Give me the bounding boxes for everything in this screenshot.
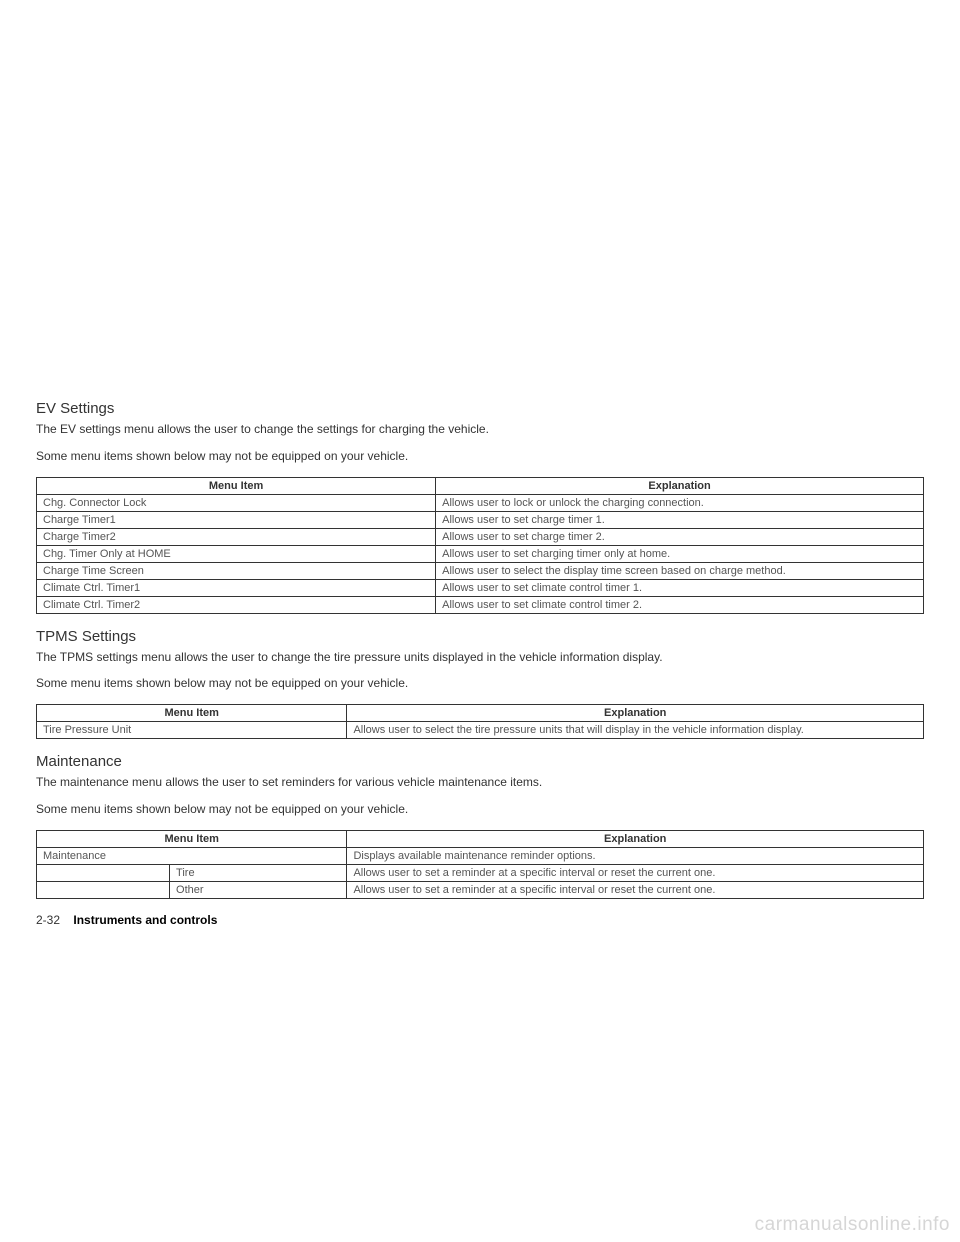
maintenance-section: Maintenance The maintenance menu allows …	[36, 753, 924, 899]
ev-cell-menu: Charge Timer1	[37, 511, 436, 528]
table-row: Maintenance Displays available maintenan…	[37, 847, 924, 864]
tpms-desc: The TPMS settings menu allows the user t…	[36, 649, 924, 666]
maint-cell-menu-b: Other	[170, 881, 347, 898]
ev-cell-exp: Allows user to select the display time s…	[436, 562, 924, 579]
footer-section-title: Instruments and controls	[73, 913, 217, 927]
tpms-heading: TPMS Settings	[36, 628, 924, 645]
page-content: EV Settings The EV settings menu allows …	[0, 0, 960, 927]
ev-table: Menu Item Explanation Chg. Connector Loc…	[36, 477, 924, 614]
ev-cell-exp: Allows user to set charge timer 2.	[436, 528, 924, 545]
ev-desc: The EV settings menu allows the user to …	[36, 421, 924, 438]
maint-cell-menu-a	[37, 864, 170, 881]
footer-page-number: 2-32	[36, 913, 60, 927]
ev-cell-menu: Climate Ctrl. Timer1	[37, 579, 436, 596]
maint-th-menu: Menu Item	[37, 830, 347, 847]
maint-cell-menu-a	[37, 881, 170, 898]
table-row: Chg. Connector LockAllows user to lock o…	[37, 494, 924, 511]
table-row: Charge Time ScreenAllows user to select …	[37, 562, 924, 579]
ev-cell-menu: Climate Ctrl. Timer2	[37, 596, 436, 613]
maintenance-note: Some menu items shown below may not be e…	[36, 801, 924, 818]
ev-note: Some menu items shown below may not be e…	[36, 448, 924, 465]
ev-cell-menu: Chg. Timer Only at HOME	[37, 545, 436, 562]
table-row: Charge Timer2Allows user to set charge t…	[37, 528, 924, 545]
ev-cell-exp: Allows user to lock or unlock the chargi…	[436, 494, 924, 511]
page-footer: 2-32 Instruments and controls	[36, 913, 924, 927]
ev-cell-exp: Allows user to set climate control timer…	[436, 596, 924, 613]
table-header-row: Menu Item Explanation	[37, 705, 924, 722]
table-header-row: Menu Item Explanation	[37, 830, 924, 847]
maintenance-desc: The maintenance menu allows the user to …	[36, 774, 924, 791]
ev-th-menu: Menu Item	[37, 477, 436, 494]
maintenance-heading: Maintenance	[36, 753, 924, 770]
table-row: Charge Timer1Allows user to set charge t…	[37, 511, 924, 528]
ev-cell-exp: Allows user to set climate control timer…	[436, 579, 924, 596]
ev-heading: EV Settings	[36, 400, 924, 417]
tpms-table: Menu Item Explanation Tire Pressure Unit…	[36, 704, 924, 739]
table-row: Tire Pressure UnitAllows user to select …	[37, 722, 924, 739]
ev-cell-exp: Allows user to set charging timer only a…	[436, 545, 924, 562]
ev-th-exp: Explanation	[436, 477, 924, 494]
tpms-th-exp: Explanation	[347, 705, 924, 722]
tpms-settings-section: TPMS Settings The TPMS settings menu all…	[36, 628, 924, 740]
table-header-row: Menu Item Explanation	[37, 477, 924, 494]
maint-th-exp: Explanation	[347, 830, 924, 847]
maint-cell-exp: Allows user to set a reminder at a speci…	[347, 881, 924, 898]
ev-cell-exp: Allows user to set charge timer 1.	[436, 511, 924, 528]
table-row: Climate Ctrl. Timer1Allows user to set c…	[37, 579, 924, 596]
ev-settings-section: EV Settings The EV settings menu allows …	[36, 400, 924, 614]
table-row: Chg. Timer Only at HOMEAllows user to se…	[37, 545, 924, 562]
table-row: Tire Allows user to set a reminder at a …	[37, 864, 924, 881]
tpms-cell-menu: Tire Pressure Unit	[37, 722, 347, 739]
maint-cell-exp: Allows user to set a reminder at a speci…	[347, 864, 924, 881]
tpms-cell-exp: Allows user to select the tire pressure …	[347, 722, 924, 739]
ev-cell-menu: Charge Time Screen	[37, 562, 436, 579]
table-row: Climate Ctrl. Timer2Allows user to set c…	[37, 596, 924, 613]
ev-cell-menu: Chg. Connector Lock	[37, 494, 436, 511]
watermark-text: carmanualsonline.info	[755, 1214, 950, 1236]
maintenance-table: Menu Item Explanation Maintenance Displa…	[36, 830, 924, 899]
tpms-note: Some menu items shown below may not be e…	[36, 675, 924, 692]
maint-cell-exp: Displays available maintenance reminder …	[347, 847, 924, 864]
maint-cell-menu-b: Tire	[170, 864, 347, 881]
maint-cell-menu: Maintenance	[37, 847, 347, 864]
table-row: Other Allows user to set a reminder at a…	[37, 881, 924, 898]
ev-cell-menu: Charge Timer2	[37, 528, 436, 545]
tpms-th-menu: Menu Item	[37, 705, 347, 722]
